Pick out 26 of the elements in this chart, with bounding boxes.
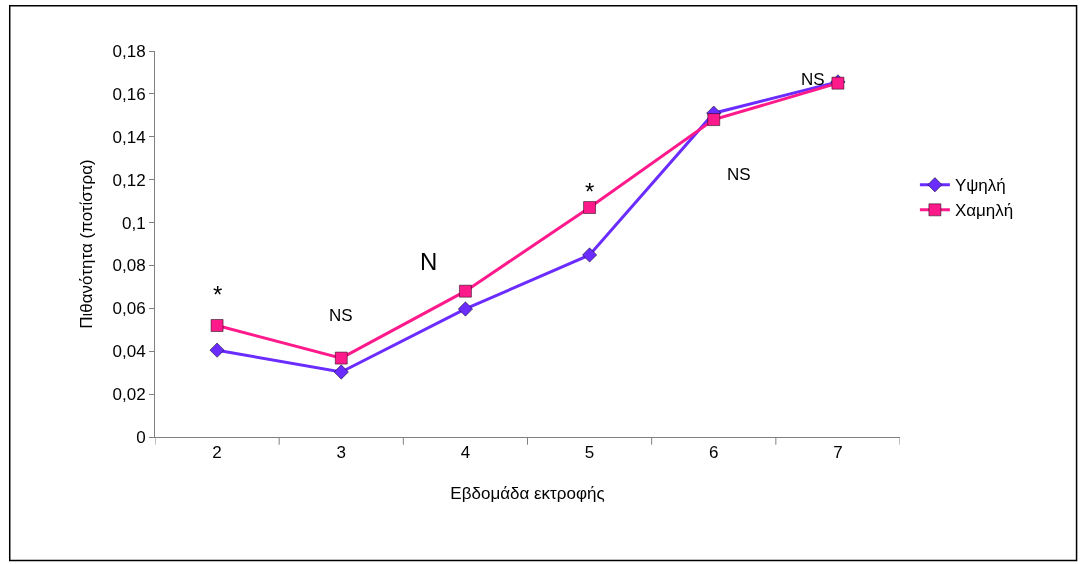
- x-tick-label: 6: [709, 443, 719, 463]
- x-tick-label: 5: [584, 443, 595, 463]
- y-axis-title: Πιθανότητα (ποτίστρα): [77, 159, 97, 329]
- y-tick-label: 0,08: [112, 256, 146, 276]
- y-tick-label: 0,12: [112, 170, 146, 190]
- legend-label: Χαμηλή: [954, 201, 1014, 221]
- y-tick-label: 0,1: [121, 213, 146, 233]
- y-tick-label: 0,06: [112, 299, 146, 319]
- y-tick-label: 0,14: [112, 127, 146, 147]
- legend-label: Υψηλή: [954, 176, 1006, 196]
- y-tick-label: 0,16: [112, 84, 146, 104]
- annotation: N: [420, 248, 438, 275]
- annotation: NS: [801, 70, 825, 89]
- y-tick-label: 0: [136, 427, 146, 447]
- x-tick-label: 2: [212, 443, 222, 463]
- annotation: NS: [727, 165, 751, 184]
- x-tick-label: 7: [833, 443, 843, 463]
- y-tick-label: 0,04: [112, 342, 146, 362]
- x-tick-label: 4: [460, 443, 471, 463]
- x-tick-label: 3: [336, 443, 346, 463]
- x-axis-title: Εβδομάδα εκτροφής: [450, 483, 605, 503]
- annotation: *: [585, 178, 595, 205]
- annotation: NS: [329, 306, 353, 325]
- annotation: *: [213, 281, 223, 308]
- y-tick-label: 0,02: [112, 385, 146, 405]
- y-tick-label: 0,18: [112, 41, 146, 61]
